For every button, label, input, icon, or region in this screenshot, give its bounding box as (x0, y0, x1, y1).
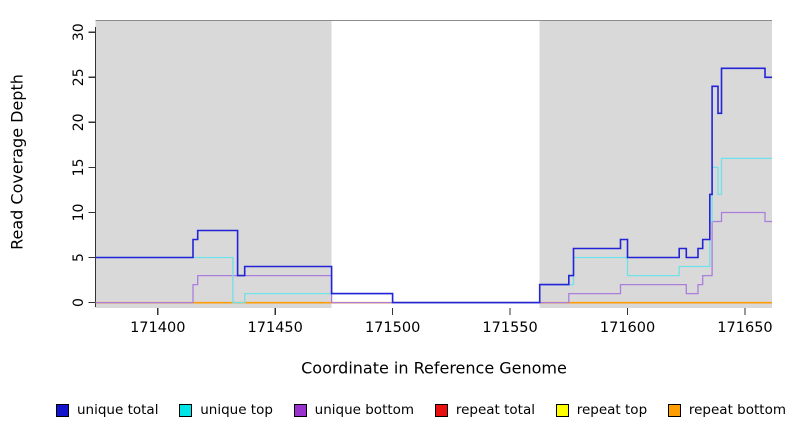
legend-item-repeat-top: repeat top (555, 402, 648, 418)
coverage-chart: 0 5 10 15 20 25 30 171400 171450 171500 171550 1716… (71, 19, 773, 336)
legend-label-unique-total: unique total (77, 402, 159, 418)
series-line-unique-top (95, 157, 772, 304)
x-tick-label: 171400 (130, 320, 185, 336)
x-tick-label: 171450 (248, 320, 303, 336)
series-line-unique-bottom (95, 211, 772, 304)
legend-item-unique-total: unique total (56, 402, 158, 418)
legend-label-unique-bottom: unique bottom (314, 402, 415, 418)
x-tick-label: 171650 (717, 320, 772, 336)
legend-label-unique-top: unique top (200, 402, 273, 418)
x-tick-label: 171500 (365, 320, 420, 336)
y-tick-label: 15 (71, 158, 87, 176)
y-tick-label: 10 (71, 204, 87, 222)
y-tick-label: 5 (71, 253, 87, 262)
y-tick-label: 30 (71, 23, 87, 41)
legend-label-repeat-bottom: repeat bottom (688, 402, 786, 418)
legend-swatch-unique-top (179, 403, 193, 417)
legend-swatch-repeat-bottom (667, 403, 681, 417)
shaded-region (539, 21, 772, 308)
legend-item-unique-bottom: unique bottom (293, 402, 415, 418)
legend-item-repeat-total: repeat total (434, 402, 535, 418)
x-tick-label: 171550 (482, 320, 537, 336)
legend-swatch-repeat-top (555, 403, 569, 417)
x-tick-label: 171600 (600, 320, 655, 336)
y-axis-label: Read Coverage Depth (7, 74, 27, 250)
y-tick-label: 0 (71, 298, 87, 307)
y-tick-label: 20 (71, 113, 87, 131)
series-line-unique-total (95, 67, 772, 304)
legend-swatch-unique-bottom (293, 403, 307, 417)
legend-label-repeat-total: repeat total (455, 402, 535, 418)
legend-swatch-unique-total (56, 403, 69, 417)
legend-label-repeat-top: repeat top (576, 402, 648, 418)
x-axis-label: Coordinate in Reference Genome (301, 358, 567, 378)
y-tick-label: 25 (71, 68, 87, 86)
legend-item-unique-top: unique top (179, 402, 273, 418)
legend: unique total unique top unique bottom repea… (56, 399, 786, 421)
legend-item-repeat-bottom: repeat bottom (667, 402, 786, 418)
legend-swatch-repeat-total (434, 403, 448, 417)
shaded-region (95, 21, 332, 308)
